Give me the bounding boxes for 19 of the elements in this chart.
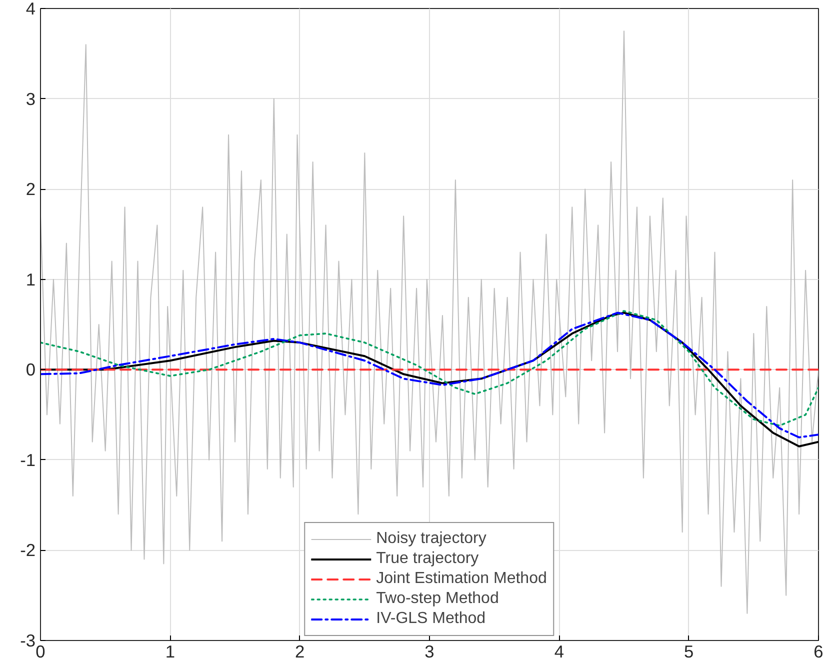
x-tick-label: 3 — [424, 642, 434, 662]
x-tick-label: 5 — [684, 642, 694, 662]
y-tick-label: -1 — [20, 450, 36, 470]
y-tick-label: -3 — [20, 630, 36, 650]
legend-label: Noisy trajectory — [376, 530, 486, 548]
x-tick-label: 4 — [554, 642, 564, 662]
x-tick-label: 2 — [295, 642, 305, 662]
x-tick-label: 6 — [814, 642, 824, 662]
legend-label: Two-step Method — [376, 590, 499, 608]
y-tick-label: 2 — [26, 179, 36, 200]
legend-label: Joint Estimation Method — [376, 570, 547, 588]
y-tick-label: 0 — [26, 360, 36, 380]
y-tick-label: -2 — [20, 540, 36, 560]
y-tick-label: 1 — [26, 269, 36, 290]
x-tick-label: 1 — [165, 642, 175, 662]
y-tick-label: 3 — [26, 88, 36, 109]
legend-label: True trajectory — [376, 550, 479, 568]
legend-label: IV-GLS Method — [376, 610, 486, 628]
y-tick-label: 4 — [26, 0, 36, 18]
